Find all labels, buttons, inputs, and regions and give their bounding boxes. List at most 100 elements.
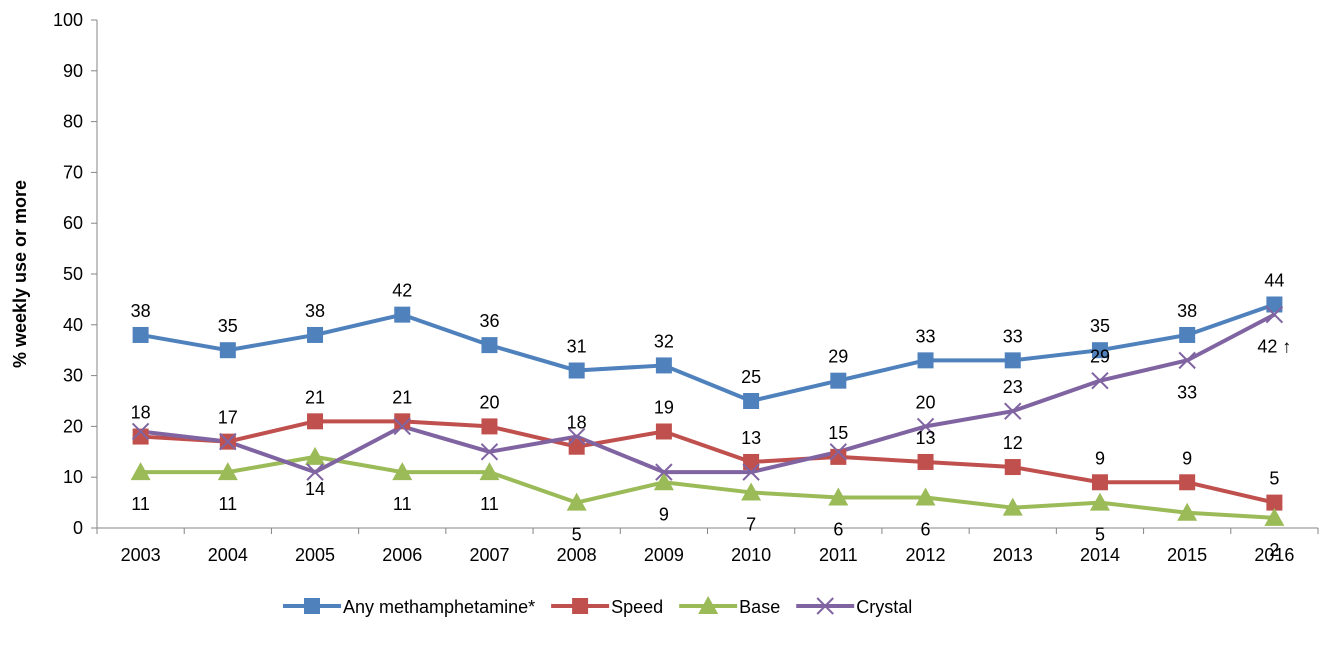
data-point-crystal: [1091, 371, 1109, 390]
x-tick-label: 2015: [1167, 545, 1207, 565]
data-label-base: 6: [921, 520, 931, 540]
x-axis-ticks: 2003 2004 2005 2006 2007 2008 2009 2010 2011 2012…: [96, 528, 1319, 565]
data-point-any-methamphetamine: [1091, 342, 1108, 359]
data-point-base: [1264, 507, 1285, 526]
legend-label: Speed: [611, 597, 663, 617]
data-label-speed: 18: [567, 413, 587, 433]
data-point-any-methamphetamine: [307, 326, 324, 343]
y-tick-label: 100: [53, 10, 83, 30]
data-point-speed: [1004, 459, 1021, 476]
data-point-speed: [307, 413, 324, 430]
data-label-crystal: 20: [916, 392, 936, 412]
data-point-speed: [1091, 474, 1108, 491]
data-point-crystal: [1265, 305, 1284, 324]
data-point-any-methamphetamine: [568, 362, 585, 379]
data-point-crystal: [480, 443, 499, 461]
data-label-speed: 9: [1095, 448, 1105, 468]
data-point-crystal: [829, 443, 848, 461]
data-point-speed: [481, 418, 498, 435]
data-label-speed: 12: [1003, 433, 1023, 453]
series-line-crystal: [140, 312, 1276, 475]
y-tick-label: 80: [63, 112, 83, 132]
data-point-any-methamphetamine: [481, 337, 498, 354]
data-point-base: [1002, 497, 1023, 516]
data-point-speed: [743, 453, 760, 470]
data-label-any-methamphetamine: 29: [828, 347, 848, 367]
data-label-any-methamphetamine: 33: [1003, 326, 1023, 346]
x-tick-label: 2008: [557, 545, 597, 565]
data-point-speed: [917, 453, 934, 470]
data-label-base: 14: [305, 479, 325, 499]
data-label-any-methamphetamine: 35: [1090, 316, 1110, 336]
y-tick-label: 50: [63, 264, 83, 284]
data-point-crystal: [306, 463, 324, 481]
data-point-any-methamphetamine: [1179, 326, 1196, 343]
data-point-speed: [132, 428, 149, 445]
data-point-base: [479, 462, 500, 481]
x-tick-label: 2016: [1254, 545, 1294, 565]
data-point-any-methamphetamine: [830, 372, 847, 389]
legend-item-base: Base: [679, 596, 780, 617]
data-point-speed: [1179, 474, 1196, 491]
y-tick-label: 20: [63, 416, 83, 436]
data-label-speed: 21: [392, 387, 412, 407]
data-point-speed: [1266, 494, 1283, 511]
y-tick-label: 30: [63, 366, 83, 386]
data-point-any-methamphetamine: [219, 342, 236, 359]
data-point-speed: [830, 448, 847, 465]
x-tick-label: 2014: [1080, 545, 1120, 565]
data-label-base: 7: [746, 514, 756, 534]
data-point-crystal: [393, 417, 411, 436]
series-line-base: [140, 454, 1275, 520]
data-label-speed: 17: [218, 408, 238, 428]
data-label-base: 11: [393, 494, 412, 514]
data-label-any-methamphetamine: 38: [1177, 301, 1197, 321]
legend-marker: [698, 596, 719, 614]
data-point-crystal: [567, 427, 586, 446]
data-point-any-methamphetamine: [743, 393, 760, 409]
chart-axes: [96, 20, 1318, 529]
data-label-any-methamphetamine: 25: [741, 367, 761, 387]
data-point-base: [566, 492, 587, 511]
data-point-base: [1089, 492, 1110, 511]
data-label-crystal: 42 ↑: [1257, 337, 1291, 357]
y-tick-label: 40: [63, 315, 83, 335]
legend-item-crystal: Crystal: [796, 597, 912, 617]
y-axis-title: % weekly use or more: [10, 180, 30, 368]
x-tick-label: 2005: [295, 545, 335, 565]
data-label-speed: 13: [916, 428, 936, 448]
data-label-crystal: 23: [1003, 377, 1023, 397]
data-label-base: 11: [480, 494, 499, 514]
legend-marker: [304, 598, 320, 614]
data-point-base: [130, 462, 151, 481]
legend-label: Crystal: [856, 597, 912, 617]
data-point-crystal: [1178, 351, 1196, 370]
legend-item-speed: Speed: [551, 597, 663, 617]
y-axis-ticks: 0 10 20 30 40 50 60 70 80 90 100: [53, 10, 97, 538]
data-point-speed: [568, 438, 585, 455]
data-label-any-methamphetamine: 32: [654, 331, 674, 351]
data-label-crystal: 29: [1090, 347, 1110, 367]
y-tick-label: 90: [63, 61, 83, 81]
data-label-base: 5: [1095, 525, 1105, 545]
data-label-speed: 13: [741, 428, 761, 448]
legend: Any methamphetamine* Speed Base Crystal: [283, 596, 912, 617]
data-point-crystal: [655, 463, 673, 481]
data-point-any-methamphetamine: [394, 306, 411, 323]
data-point-crystal: [1004, 402, 1022, 420]
data-label-base: 5: [572, 525, 582, 545]
data-label-speed: 18: [131, 403, 151, 423]
x-tick-label: 2006: [382, 545, 422, 565]
x-tick-label: 2007: [469, 545, 509, 565]
data-label-speed: 19: [654, 397, 674, 417]
data-label-base: 2: [1269, 540, 1279, 560]
data-label-speed: 9: [1182, 448, 1192, 468]
data-label-base: 11: [131, 494, 150, 514]
data-point-base: [828, 487, 849, 506]
data-label-any-methamphetamine: 36: [479, 311, 499, 331]
data-label-speed: 20: [479, 392, 499, 412]
data-label-any-methamphetamine: 38: [131, 301, 151, 321]
legend-item-any-methamphetamine: Any methamphetamine*: [283, 597, 535, 617]
data-point-base: [915, 487, 936, 506]
